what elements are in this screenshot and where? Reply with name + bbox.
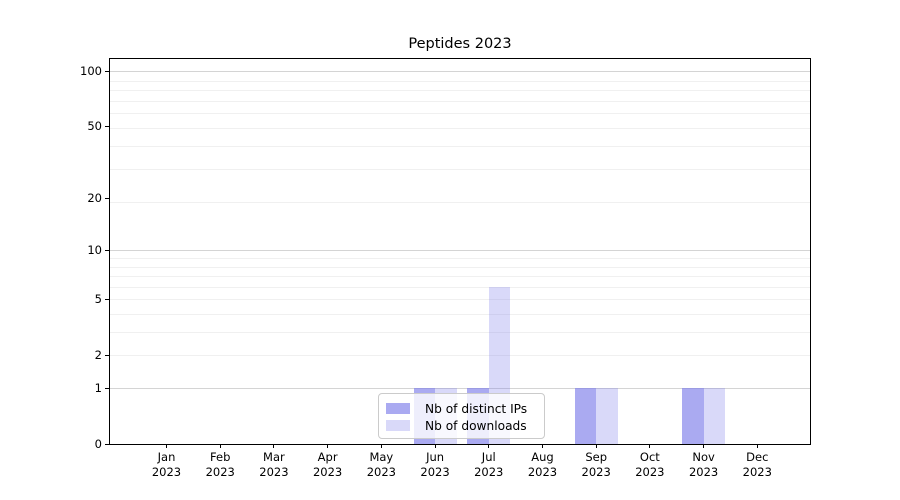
x-tick-month: Feb [210, 450, 231, 464]
x-tick-year: 2023 [581, 465, 611, 479]
x-tick-label-mar: Mar 2023 [242, 450, 306, 480]
gridline-minor [110, 169, 810, 171]
legend-item-distinct-ips: Nb of distinct IPs [386, 400, 544, 417]
legend-label-downloads: Nb of downloads [425, 418, 527, 433]
gridline-minor [110, 113, 810, 115]
x-tick-month: Dec [746, 450, 769, 464]
gridline-minor [110, 80, 810, 82]
x-tick-label-apr: Apr 2023 [296, 450, 360, 480]
legend: Nb of distinct IPs Nb of downloads [378, 393, 545, 439]
x-tick-label-jul: Jul 2023 [457, 450, 521, 480]
y-tickmark-20 [105, 197, 109, 199]
y-tick-label-20: 20 [87, 191, 102, 206]
x-tickmark-jan [166, 444, 167, 448]
x-tick-label-may: May 2023 [349, 450, 413, 480]
y-tick-label-10: 10 [87, 243, 102, 258]
x-tick-label-jan: Jan 2023 [135, 450, 199, 480]
y-tick-label-100: 100 [80, 64, 102, 79]
y-tickmark-0 [105, 443, 109, 445]
x-tick-year: 2023 [259, 465, 289, 479]
x-tick-label-dec: Dec 2023 [725, 450, 789, 480]
y-tickmark-1 [105, 387, 109, 389]
x-tick-year: 2023 [474, 465, 504, 479]
x-tick-label-jun: Jun 2023 [403, 450, 467, 480]
x-tickmark-oct [649, 444, 651, 448]
x-tick-label-feb: Feb 2023 [188, 450, 252, 480]
gridline-minor [110, 286, 810, 288]
x-tick-year: 2023 [527, 465, 558, 479]
gridline-minor [110, 258, 810, 259]
x-tickmark-sep [595, 444, 597, 448]
plot-area [109, 58, 811, 445]
x-tick-month: Mar [263, 450, 285, 464]
gridline-major [110, 71, 810, 73]
y-tick-label-50: 50 [87, 119, 102, 134]
x-tick-label-sep: Sep 2023 [564, 450, 628, 480]
gridline-major [110, 388, 810, 389]
x-tick-year: 2023 [205, 465, 235, 479]
x-tickmark-mar [273, 444, 275, 448]
gridline-minor [110, 332, 810, 334]
bar-distinct-ips-sep [574, 388, 597, 444]
x-tick-label-oct: Oct 2023 [618, 450, 682, 480]
x-tickmark-nov [703, 444, 705, 448]
x-tickmark-jun [434, 444, 436, 448]
bar-downloads-nov [703, 388, 726, 444]
x-tick-month: Jul [481, 450, 496, 464]
x-tick-month: Aug [531, 450, 554, 464]
y-tickmark-2 [105, 354, 109, 356]
legend-swatch-distinct-ips [386, 403, 410, 414]
x-tick-month: Jan [157, 450, 176, 464]
x-tick-year: 2023 [312, 465, 343, 479]
legend-item-downloads: Nb of downloads [386, 417, 544, 434]
chart-title: Peptides 2023 [408, 36, 512, 52]
y-tick-label-2: 2 [94, 348, 102, 363]
x-tick-month: Nov [692, 450, 715, 464]
legend-label-distinct-ips: Nb of distinct IPs [425, 401, 528, 416]
x-tickmark-feb [219, 444, 221, 448]
x-tick-year: 2023 [151, 465, 182, 479]
gridline-minor [110, 100, 810, 102]
x-tick-month: May [369, 450, 394, 464]
x-tickmark-dec [756, 444, 758, 448]
x-tick-label-aug: Aug 2023 [510, 450, 574, 480]
x-tick-year: 2023 [366, 465, 396, 479]
gridline-minor [110, 299, 810, 301]
x-tick-month: Apr [317, 450, 338, 464]
y-tickmark-10 [105, 249, 109, 251]
x-tick-year: 2023 [635, 465, 665, 479]
x-tick-month: Sep [585, 450, 608, 464]
y-tickmark-50 [105, 125, 109, 127]
x-tickmark-apr [327, 444, 329, 448]
x-tick-year: 2023 [688, 465, 719, 479]
x-tick-month: Oct [639, 450, 660, 464]
y-tickmark-100 [105, 70, 109, 72]
gridline-minor [110, 90, 810, 92]
gridline-minor [110, 266, 810, 268]
x-tickmark-may [380, 444, 382, 448]
gridline-major [110, 250, 810, 252]
gridline-minor [110, 146, 810, 148]
x-tick-month: Jun [426, 450, 445, 464]
bar-distinct-ips-nov [682, 388, 704, 444]
y-tick-label-5: 5 [94, 292, 102, 307]
y-tick-label-0: 0 [94, 437, 102, 451]
x-tick-year: 2023 [420, 465, 450, 479]
bar-downloads-sep [596, 388, 618, 444]
gridline-minor [110, 355, 810, 357]
x-tickmark-aug [541, 444, 543, 448]
legend-swatch-downloads [386, 420, 410, 431]
gridline-minor [110, 276, 810, 278]
y-tick-label-1: 1 [94, 381, 102, 395]
x-tickmark-jul [488, 444, 490, 448]
gridline-minor [110, 313, 810, 315]
x-tick-label-nov: Nov 2023 [672, 450, 736, 480]
gridline-minor [110, 202, 810, 203]
y-tickmark-5 [105, 298, 109, 300]
gridline-minor [110, 127, 810, 129]
x-tick-year: 2023 [742, 465, 772, 479]
